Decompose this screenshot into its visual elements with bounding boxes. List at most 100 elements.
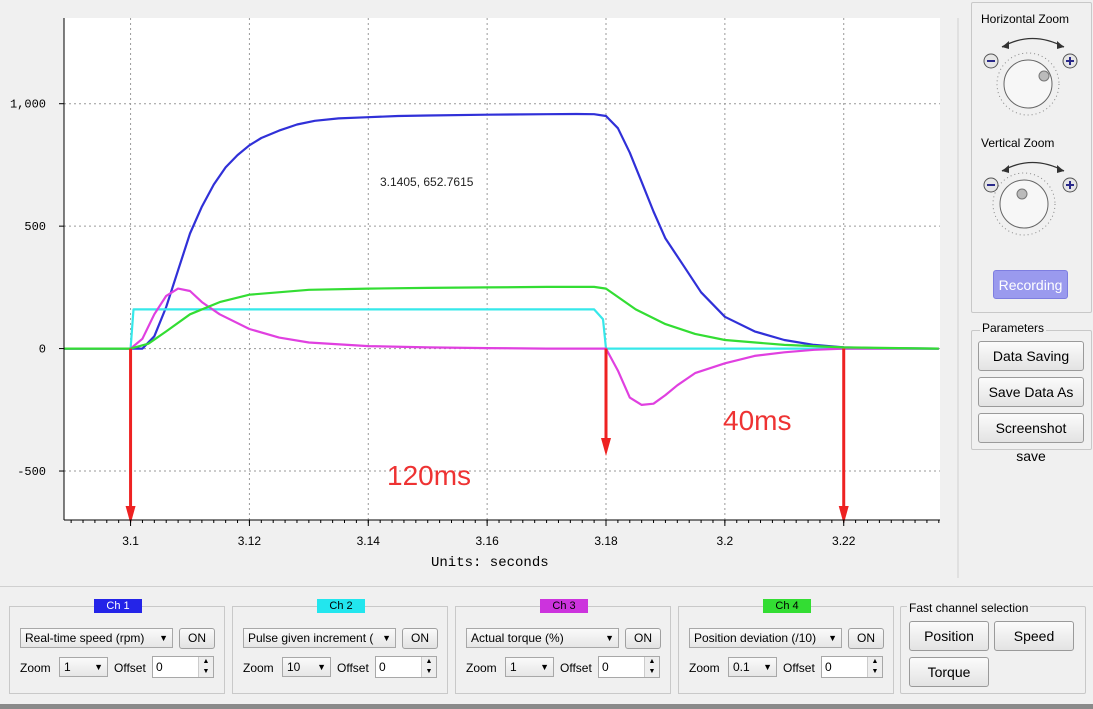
dropdown-arrow-icon: ▼ (540, 662, 549, 672)
channel-zoom-value: 1 (510, 660, 517, 674)
offset-label: Offset (337, 661, 369, 675)
channel-offset-value: 0 (379, 660, 386, 674)
dropdown-arrow-icon: ▼ (382, 633, 391, 643)
dropdown-arrow-icon: ▼ (317, 662, 326, 672)
offset-label: Offset (114, 661, 146, 675)
spin-arrows-icon[interactable]: ▲ ▼ (644, 657, 659, 677)
channel-zoom-select[interactable]: 10 ▼ (282, 657, 331, 677)
channel-on-label: ON (634, 631, 652, 645)
zoom-in-icon[interactable] (1062, 177, 1078, 193)
dropdown-arrow-icon: ▼ (763, 662, 772, 672)
bottom-divider (0, 586, 1093, 587)
channel-on-button[interactable]: ON (179, 628, 215, 649)
arrow-head (125, 506, 136, 524)
channel-tag: Ch 4 (763, 599, 811, 613)
zoom-out-icon[interactable] (983, 177, 999, 193)
channel-offset-spinbox[interactable]: 0 ▲ ▼ (375, 656, 437, 678)
channel-on-label: ON (188, 631, 206, 645)
channel-on-button[interactable]: ON (402, 628, 438, 649)
parameters-title: Parameters (980, 321, 1047, 335)
annotation-40ms: 40ms (723, 405, 791, 436)
spin-arrows-icon[interactable]: ▲ ▼ (421, 657, 436, 677)
bottom-edge (0, 704, 1093, 709)
channel-zoom-value: 1 (64, 660, 71, 674)
cursor-readout: 3.1405, 652.7615 (380, 175, 474, 189)
channel-on-button[interactable]: ON (848, 628, 884, 649)
channel-zoom-select[interactable]: 0.1 ▼ (728, 657, 777, 677)
zoom-label: Zoom (20, 661, 51, 675)
channel-tag: Ch 2 (317, 599, 365, 613)
dropdown-arrow-icon: ▼ (828, 633, 837, 643)
channel-offset-value: 0 (156, 660, 163, 674)
channel-offset-spinbox[interactable]: 0 ▲ ▼ (598, 656, 660, 678)
channel-on-label: ON (411, 631, 429, 645)
channel-zoom-select[interactable]: 1 ▼ (59, 657, 108, 677)
y-tick-label: 1,000 (10, 98, 46, 112)
screenshot-save-button[interactable]: Screenshot save (978, 413, 1084, 464)
channel-group-1: Ch 1 Real-time speed (rpm) ▼ ON Zoom 1 ▼ Offset… (9, 599, 225, 694)
channel-signal-select[interactable]: Real-time speed (rpm) ▼ (20, 628, 173, 648)
save-data-as-label: Save Data As (988, 384, 1074, 400)
spin-arrows-icon[interactable]: ▲ ▼ (198, 657, 213, 677)
position-button[interactable]: Position (909, 621, 989, 651)
fast-channel-title: Fast channel selection (907, 601, 1031, 615)
zoom-label: Zoom (689, 661, 720, 675)
x-axis-label: Units: seconds (431, 555, 549, 571)
channel-signal-value: Position deviation (/10) (694, 631, 817, 645)
oscilloscope-chart: 1,000 500 0 -500 3.1 3.12 3.14 3.16 3.18 3.2 3.22… (9, 18, 959, 578)
x-tick-label: 3.16 (475, 534, 499, 548)
channel-signal-select[interactable]: Position deviation (/10) ▼ (689, 628, 842, 648)
x-tick-label: 3.2 (717, 534, 734, 548)
offset-label: Offset (783, 661, 815, 675)
channel-signal-select[interactable]: Pulse given increment ( ▼ (243, 628, 396, 648)
torque-button[interactable]: Torque (909, 657, 989, 687)
dropdown-arrow-icon: ▼ (605, 633, 614, 643)
recording-button[interactable]: Recording (993, 270, 1068, 299)
channel-tag: Ch 3 (540, 599, 588, 613)
torque-label: Torque (927, 664, 971, 680)
series-line-2 (64, 308, 939, 350)
series-line-1 (64, 112, 939, 350)
channel-on-button[interactable]: ON (625, 628, 661, 649)
channel-tag: Ch 1 (94, 599, 142, 613)
x-tick-label: 3.14 (357, 534, 381, 548)
speed-button[interactable]: Speed (994, 621, 1074, 651)
y-tick-label: -500 (17, 465, 46, 479)
vertical-zoom-knob[interactable] (982, 154, 1082, 244)
zoom-out-icon[interactable] (983, 53, 999, 69)
horizontal-zoom-knob[interactable] (982, 30, 1082, 120)
channel-offset-spinbox[interactable]: 0 ▲ ▼ (152, 656, 214, 678)
y-tick-label: 500 (24, 220, 46, 234)
channel-offset-spinbox[interactable]: 0 ▲ ▼ (821, 656, 883, 678)
y-tick-label: 0 (39, 343, 46, 357)
x-tick-label: 3.22 (832, 534, 856, 548)
screenshot-save-label: Screenshot save (995, 420, 1067, 464)
spin-arrows-icon[interactable]: ▲ ▼ (867, 657, 882, 677)
save-data-as-button[interactable]: Save Data As (978, 377, 1084, 407)
channel-signal-value: Real-time speed (rpm) (25, 631, 145, 645)
channel-group-4: Ch 4 Position deviation (/10) ▼ ON Zoom 0.1 ▼ O… (678, 599, 894, 694)
vertical-zoom-label: Vertical Zoom (981, 136, 1055, 150)
channel-signal-value: Pulse given increment ( (248, 631, 374, 645)
channel-on-label: ON (857, 631, 875, 645)
channel-signal-value: Actual torque (%) (471, 631, 564, 645)
offset-label: Offset (560, 661, 592, 675)
data-saving-button[interactable]: Data Saving (978, 341, 1084, 371)
zoom-label: Zoom (466, 661, 497, 675)
channel-zoom-value: 10 (287, 660, 301, 674)
channel-zoom-select[interactable]: 1 ▼ (505, 657, 554, 677)
series-line-3 (64, 287, 939, 406)
dropdown-arrow-icon: ▼ (159, 633, 168, 643)
zoom-label: Zoom (243, 661, 274, 675)
x-tick-label: 3.12 (238, 534, 262, 548)
channel-group-3: Ch 3 Actual torque (%) ▼ ON Zoom 1 ▼ Offset 0 ▲ ▼ (455, 599, 671, 694)
zoom-in-icon[interactable] (1062, 53, 1078, 69)
channel-group-2: Ch 2 Pulse given increment ( ▼ ON Zoom 10 ▼ Off… (232, 599, 448, 694)
arrow-head (601, 438, 612, 456)
channel-offset-value: 0 (825, 660, 832, 674)
channel-zoom-value: 0.1 (733, 660, 750, 674)
channel-signal-select[interactable]: Actual torque (%) ▼ (466, 628, 619, 648)
speed-label: Speed (1013, 628, 1055, 644)
arrow-head (838, 506, 849, 524)
position-label: Position (924, 628, 974, 644)
